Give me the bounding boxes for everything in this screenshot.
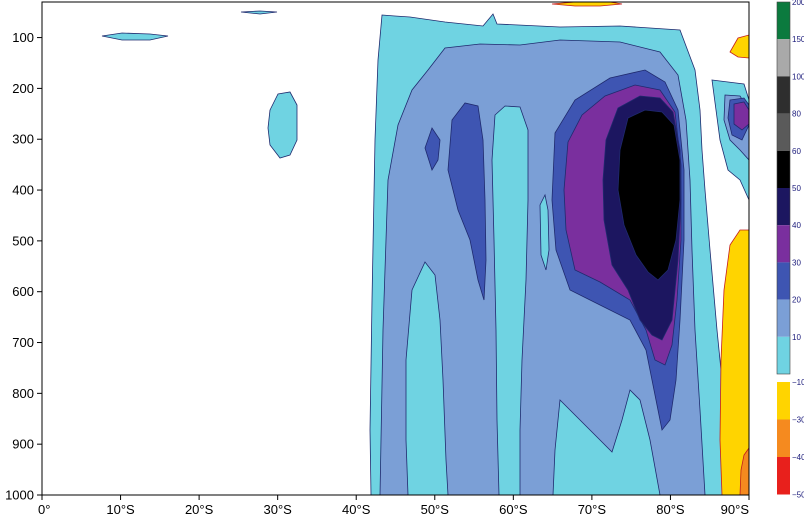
colorbar-frame — [776, 1, 791, 375]
colorbar-segment — [777, 150, 790, 188]
contour-fill-10-col-b — [491, 105, 529, 495]
contour-fill-10-small-c — [267, 91, 298, 159]
contour-fill-30-b — [447, 102, 487, 301]
colorbar-segment — [777, 188, 790, 226]
contour-fill-neg10-topstrip — [551, 2, 623, 7]
y-tick-label: 200 — [12, 81, 34, 96]
colorbar-segment — [777, 382, 790, 420]
x-tick-label: 70°S — [578, 502, 607, 517]
colorbar-label: 20 — [792, 296, 801, 305]
y-tick-label: 100 — [12, 30, 34, 45]
contour-fill-neg10-top — [729, 34, 749, 59]
plot-frame — [41, 1, 750, 496]
contour-fill-40-right — [733, 101, 749, 131]
x-tick-label: 40°S — [342, 502, 371, 517]
colorbar-label: −30 — [792, 416, 804, 425]
x-axis: 0° 10°S 20°S 30°S 40°S 50°S 60°S 70°S 80°S 90°S — [38, 495, 750, 517]
plot-area — [42, 2, 749, 495]
colorbar-segment — [777, 39, 790, 77]
colorbar-segment — [777, 299, 790, 337]
y-tick-label: 500 — [12, 233, 34, 248]
colorbar-label: 30 — [792, 258, 801, 267]
contour-fill-10-small-a — [101, 32, 169, 41]
colorbar-segment — [777, 336, 790, 374]
x-tick-label: 20°S — [185, 502, 214, 517]
x-tick-label: 0° — [38, 502, 50, 517]
contour-fill-neg30-main — [739, 447, 749, 495]
contour-fill-10-small-b — [240, 10, 278, 15]
colorbar-label: 60 — [792, 147, 801, 156]
colorbar-label: 100 — [792, 72, 804, 81]
y-tick-label: 600 — [12, 284, 34, 299]
contour-fill-60-core — [617, 109, 681, 281]
colorbar-segment — [777, 2, 790, 40]
contour-fill-10-bottom — [552, 389, 661, 495]
colorbar-segment — [777, 419, 790, 457]
contour-fill-10-col-c — [539, 193, 550, 271]
colorbar-label: 150 — [792, 35, 804, 44]
contour-fill-10-col-a — [405, 261, 449, 495]
y-tick-label: 400 — [12, 183, 34, 198]
y-axis: 100 200 300 400 500 600 700 800 900 1000 — [5, 30, 42, 503]
y-tick-label: 800 — [12, 386, 34, 401]
colorbar-segment — [777, 457, 790, 495]
x-tick-label: 80°S — [656, 502, 685, 517]
contour-fill-30-a — [424, 127, 441, 171]
colorbar-label: 200 — [792, 0, 804, 7]
y-tick-label: 900 — [12, 437, 34, 452]
y-tick-label: 300 — [12, 132, 34, 147]
colorbar-label: 10 — [792, 333, 801, 342]
colorbar-label: −10 — [792, 378, 804, 387]
y-tick-label: 1000 — [5, 488, 34, 503]
x-tick-label: 60°S — [499, 502, 528, 517]
colorbar-segment — [777, 113, 790, 151]
y-tick-label: 700 — [12, 335, 34, 350]
x-tick-label: 50°S — [421, 502, 450, 517]
colorbar-label: 50 — [792, 184, 801, 193]
colorbar-negative: −10 −30 −40 −50 — [777, 378, 804, 500]
colorbar-label: −50 — [792, 491, 804, 500]
colorbar-segment — [777, 76, 790, 114]
colorbar-label: −40 — [792, 453, 804, 462]
colorbar-segment — [777, 262, 790, 300]
x-tick-label: 30°S — [263, 502, 292, 517]
contour-fill-neg10-main — [719, 229, 749, 495]
colorbar-segment — [777, 225, 790, 263]
colorbar-label: 80 — [792, 110, 801, 119]
x-tick-label: 10°S — [106, 502, 135, 517]
colorbar-positive: 200 150 100 80 60 50 40 30 20 10 — [776, 0, 804, 375]
colorbar-label: 40 — [792, 221, 801, 230]
x-tick-label: 90°S — [721, 502, 750, 517]
